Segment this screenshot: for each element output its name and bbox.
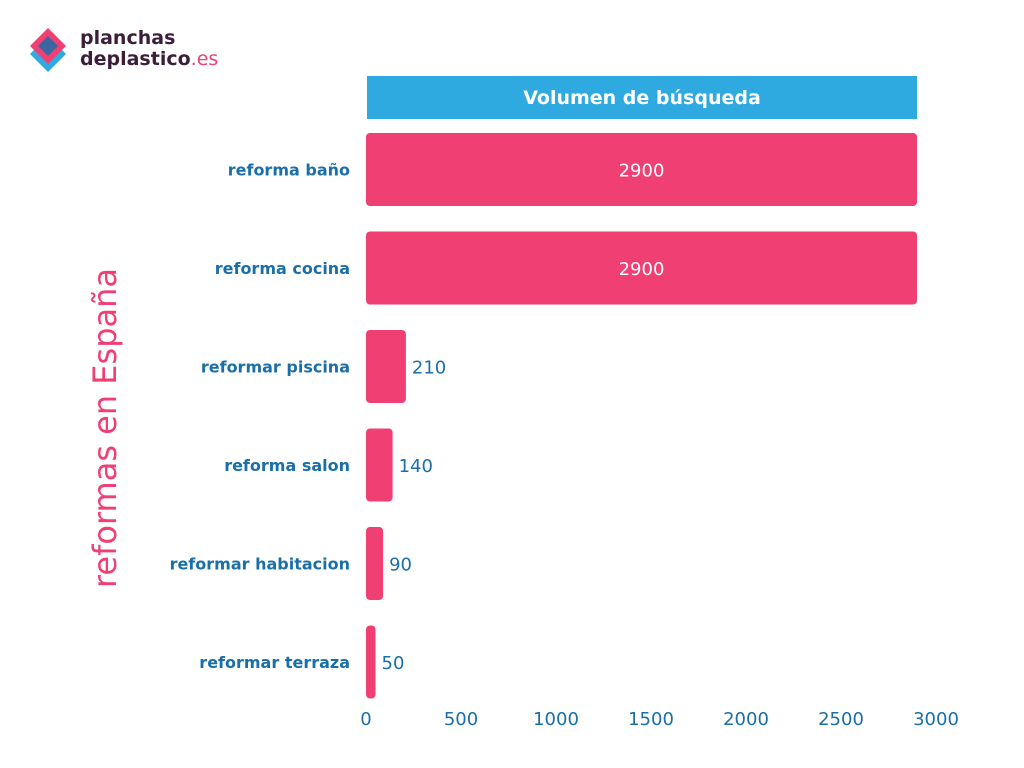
bar <box>366 625 376 699</box>
category-label: reformar terraza <box>199 653 350 672</box>
x-tick-label: 0 <box>360 709 371 730</box>
category-label: reforma salon <box>224 456 350 475</box>
x-tick-label: 2500 <box>818 709 864 730</box>
logo-tld: .es <box>190 48 219 70</box>
bar <box>366 231 917 305</box>
brand-logo: planchas deplastico.es <box>26 26 226 80</box>
bar <box>366 527 384 600</box>
bar <box>366 428 393 502</box>
data-label: 140 <box>399 456 433 477</box>
data-label: 50 <box>382 653 405 674</box>
x-tick-label: 500 <box>444 709 478 730</box>
data-label: 210 <box>412 358 446 379</box>
x-tick-label: 2000 <box>723 709 769 730</box>
bar <box>366 133 917 206</box>
x-tick-label: 3000 <box>913 709 959 730</box>
x-tick-label: 1000 <box>533 709 579 730</box>
logo-line-2: deplastico.es <box>80 49 218 70</box>
category-label: reforma baño <box>228 161 350 180</box>
category-label: reformar habitacion <box>170 555 350 574</box>
logo-text: planchas deplastico.es <box>80 28 218 70</box>
data-label: 90 <box>389 555 412 576</box>
chart-title: Volumen de búsqueda <box>367 76 917 119</box>
bar <box>366 330 406 403</box>
data-label: 2900 <box>619 161 665 182</box>
logo-name: deplastico <box>80 48 191 70</box>
logo-line-1: planchas <box>80 27 176 49</box>
data-label: 2900 <box>619 259 665 280</box>
category-label: reformar piscina <box>201 358 350 377</box>
x-tick-label: 1500 <box>628 709 674 730</box>
logo-mark-icon <box>30 28 66 72</box>
category-label: reforma cocina <box>215 259 350 278</box>
